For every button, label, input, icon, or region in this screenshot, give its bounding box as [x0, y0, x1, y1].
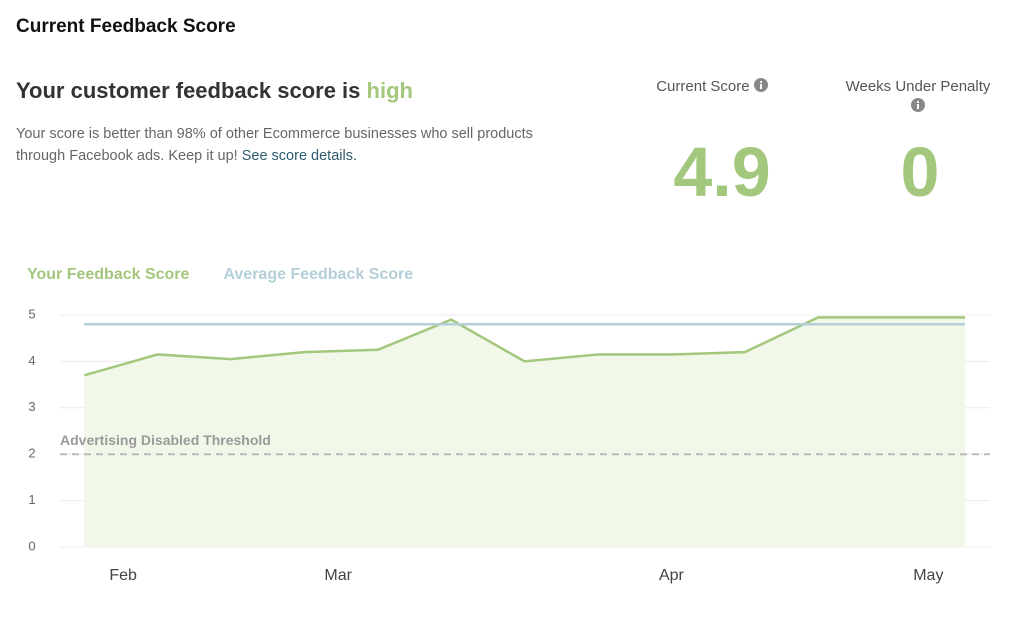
y-tick-label: 4 [28, 353, 35, 368]
series-line [83, 316, 966, 377]
y-tick-label: 1 [28, 492, 35, 507]
headline: Your customer feedback score is high [16, 78, 413, 104]
x-tick-label: May [913, 567, 943, 584]
card-title: Current Feedback Score [16, 16, 236, 37]
y-tick-label: 0 [28, 538, 35, 553]
stat-value: 4.9 [673, 133, 771, 211]
stat-label: Current Score [612, 78, 812, 95]
x-tick-label: Feb [109, 567, 137, 584]
stat-value: 0 [900, 133, 940, 211]
description: Your score is better than 98% of other E… [16, 123, 576, 167]
y-tick-label: 5 [28, 306, 35, 321]
threshold-label: Advertising Disabled Threshold [60, 432, 271, 448]
rating: high [366, 78, 413, 103]
headline-text: Your customer feedback score is [16, 78, 361, 103]
x-tick-label: Mar [324, 567, 352, 584]
legend-entry: Your Feedback Score [27, 266, 190, 283]
stat-label: Weeks Under Penalty [818, 78, 1018, 116]
legend-entry: Average Feedback Score [223, 266, 413, 283]
info-icon[interactable] [911, 98, 925, 112]
stat-label-text: Weeks Under Penalty [845, 78, 991, 95]
stat-label-text: Current Score [656, 78, 750, 95]
y-tick-label: 2 [28, 446, 35, 461]
score-details-link[interactable]: See score details. [241, 148, 357, 164]
x-tick-label: Apr [659, 567, 685, 584]
area [84, 317, 966, 547]
description-text: Your score is better than 98% of other E… [16, 126, 533, 164]
info-icon[interactable] [753, 78, 768, 92]
chart: Your Feedback Score Average Feedback Scor… [27, 266, 990, 584]
y-tick-label: 3 [28, 399, 35, 414]
